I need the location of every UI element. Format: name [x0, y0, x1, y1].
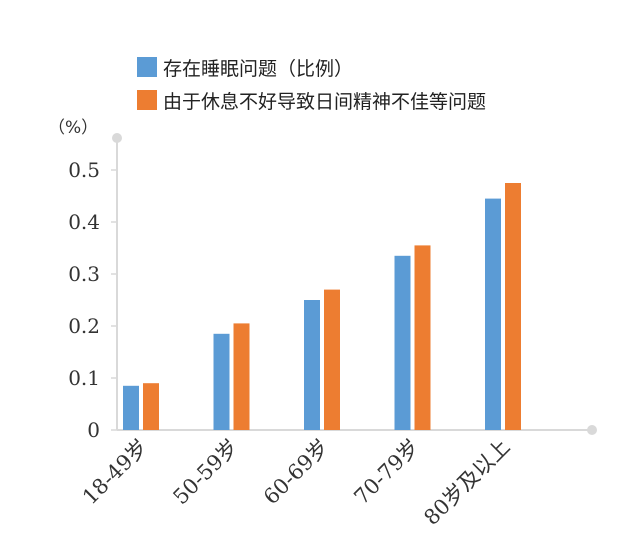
bar-daytime-fatigue	[505, 183, 521, 430]
legend-swatch	[137, 57, 157, 77]
x-tick-label: 70-79岁	[349, 435, 424, 510]
y-tick-label: 0	[87, 418, 100, 442]
bars	[123, 183, 521, 430]
legend-swatch	[137, 90, 157, 110]
y-tick-label: 0.4	[68, 210, 100, 234]
bar-daytime-fatigue	[324, 289, 340, 430]
y-tick-label: 0.1	[68, 366, 100, 390]
bar-sleep-problem	[213, 333, 230, 430]
x-tick-label: 80岁及以上	[419, 435, 514, 530]
bar-sleep-problem	[394, 255, 411, 430]
y-tick-labels: 0 0.1 0.2 0.3 0.4 0.5	[68, 158, 117, 442]
y-tick-label: 0.3	[68, 262, 100, 286]
legend-label: 由于休息不好导致日间精神不佳等问题	[163, 91, 486, 113]
x-axis-end-dot	[587, 425, 597, 435]
y-tick-label: 0.2	[68, 314, 100, 338]
bar-sleep-problem	[485, 198, 501, 430]
y-tick-label: 0.5	[68, 158, 100, 182]
bar-sleep-problem	[123, 385, 139, 430]
legend-label: 存在睡眠问题（比例）	[163, 58, 353, 80]
x-tick-label: 60-69岁	[259, 435, 334, 510]
x-tick-label: 50-59岁	[168, 435, 243, 510]
bar-sleep-problem	[304, 300, 320, 430]
x-tick-label: 18-49岁	[78, 435, 153, 510]
bar-daytime-fatigue	[233, 323, 250, 430]
axes	[112, 133, 597, 435]
y-unit-label: （%）	[48, 118, 98, 138]
y-axis-end-dot	[112, 133, 122, 143]
legend: 存在睡眠问题（比例） 由于休息不好导致日间精神不佳等问题	[137, 57, 486, 113]
bar-daytime-fatigue	[414, 245, 431, 430]
bar-daytime-fatigue	[143, 383, 159, 430]
